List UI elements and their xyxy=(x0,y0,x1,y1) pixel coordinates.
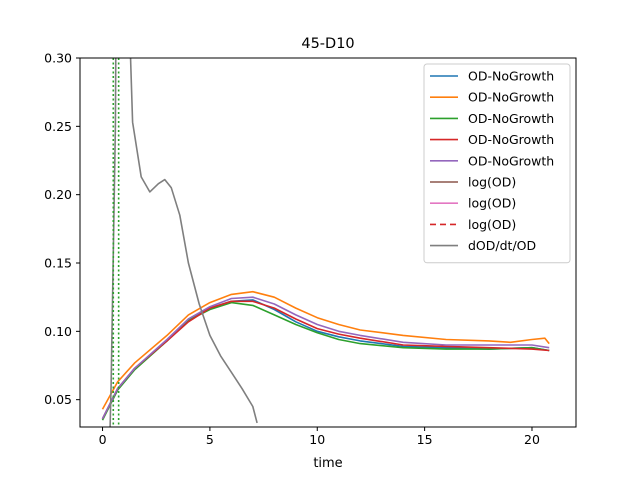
series-line-2 xyxy=(101,290,550,410)
legend-label: dOD/dt/OD xyxy=(468,238,536,253)
axis-ticks: 0 5 10 15 20 0.05 0.10 0.15 0.20 0.25 0.30 xyxy=(44,51,540,448)
chart-title: 45-D10 xyxy=(301,36,354,52)
y-tick-label: 0.10 xyxy=(44,324,72,339)
y-tick-label: 0.25 xyxy=(44,119,72,134)
x-tick-label: 20 xyxy=(524,432,540,447)
x-tick-label: 5 xyxy=(206,432,214,447)
plot-frame xyxy=(79,57,577,428)
y-tick-label: 0.30 xyxy=(44,51,72,66)
legend-label: OD-NoGrowth xyxy=(468,69,554,84)
series-layer xyxy=(101,58,550,427)
legend-label: OD-NoGrowth xyxy=(468,111,554,126)
x-tick-label: 0 xyxy=(99,432,107,447)
legend-box xyxy=(423,63,571,264)
y-tick-label: 0.05 xyxy=(44,392,72,407)
x-tick-label: 15 xyxy=(417,432,433,447)
legend-label: OD-NoGrowth xyxy=(468,132,554,147)
legend-label: log(OD) xyxy=(468,196,516,211)
legend-label: log(OD) xyxy=(468,175,516,190)
x-axis-label: time xyxy=(313,456,342,471)
legend: OD-NoGrowth OD-NoGrowth OD-NoGrowth OD-NoGr… xyxy=(423,63,571,264)
y-tick-label: 0.15 xyxy=(44,256,72,271)
y-tick-label: 0.20 xyxy=(44,187,72,202)
legend-label: OD-NoGrowth xyxy=(468,90,554,105)
legend-label: OD-NoGrowth xyxy=(468,153,554,168)
x-tick-label: 10 xyxy=(309,432,325,447)
series-line-5 xyxy=(101,296,550,420)
series-line-4 xyxy=(101,300,550,420)
legend-label: log(OD) xyxy=(468,217,516,232)
series-line-9 xyxy=(109,58,258,427)
